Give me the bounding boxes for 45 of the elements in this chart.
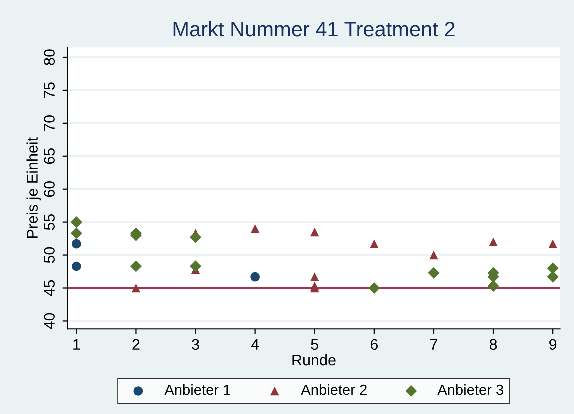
y-tick-label: 40 xyxy=(44,313,55,330)
x-tick-label: 8 xyxy=(490,339,498,350)
x-tick-label: 7 xyxy=(430,339,438,350)
point xyxy=(310,272,320,282)
point xyxy=(72,262,82,272)
point xyxy=(370,240,379,248)
point xyxy=(547,271,559,283)
legend-label: Anbieter 2 xyxy=(301,384,367,396)
chart-title: Markt Nummer 41 Treatment 2 xyxy=(174,21,455,37)
point xyxy=(130,260,142,272)
x-tick-label: 1 xyxy=(74,339,80,350)
y-tick-label: 45 xyxy=(44,280,55,296)
x-tick-label: 9 xyxy=(550,339,557,350)
point xyxy=(488,280,500,292)
x-tick-label: 4 xyxy=(251,339,260,350)
point xyxy=(132,284,141,293)
y-axis-title: Preis je Einheit xyxy=(26,138,41,238)
x-axis-title: Runde xyxy=(292,354,336,366)
y-tick-label: 75 xyxy=(44,82,55,98)
point xyxy=(190,232,202,244)
y-tick-label: 65 xyxy=(44,148,55,164)
x-tick-label: 6 xyxy=(370,339,378,350)
point xyxy=(250,224,260,234)
point xyxy=(548,240,558,248)
point xyxy=(250,272,260,282)
point xyxy=(190,260,202,272)
x-tick-label: 5 xyxy=(311,339,318,350)
point xyxy=(70,216,82,228)
point xyxy=(428,267,440,279)
point xyxy=(547,262,559,274)
point xyxy=(70,228,82,240)
point xyxy=(310,228,320,237)
point xyxy=(368,282,380,294)
point xyxy=(430,250,438,260)
x-tick-label: 2 xyxy=(132,339,140,350)
x-tick-label: 3 xyxy=(192,339,200,350)
y-tick-label: 60 xyxy=(44,181,55,198)
y-tick-label: 50 xyxy=(44,247,55,264)
legend-label: Anbieter 3 xyxy=(438,384,504,396)
y-tick-label: 55 xyxy=(44,214,55,230)
y-tick-label: 80 xyxy=(44,50,55,66)
y-tick-label: 70 xyxy=(44,116,55,132)
point xyxy=(72,239,82,249)
point xyxy=(489,238,498,246)
legend-label: Anbieter 1 xyxy=(164,384,230,396)
